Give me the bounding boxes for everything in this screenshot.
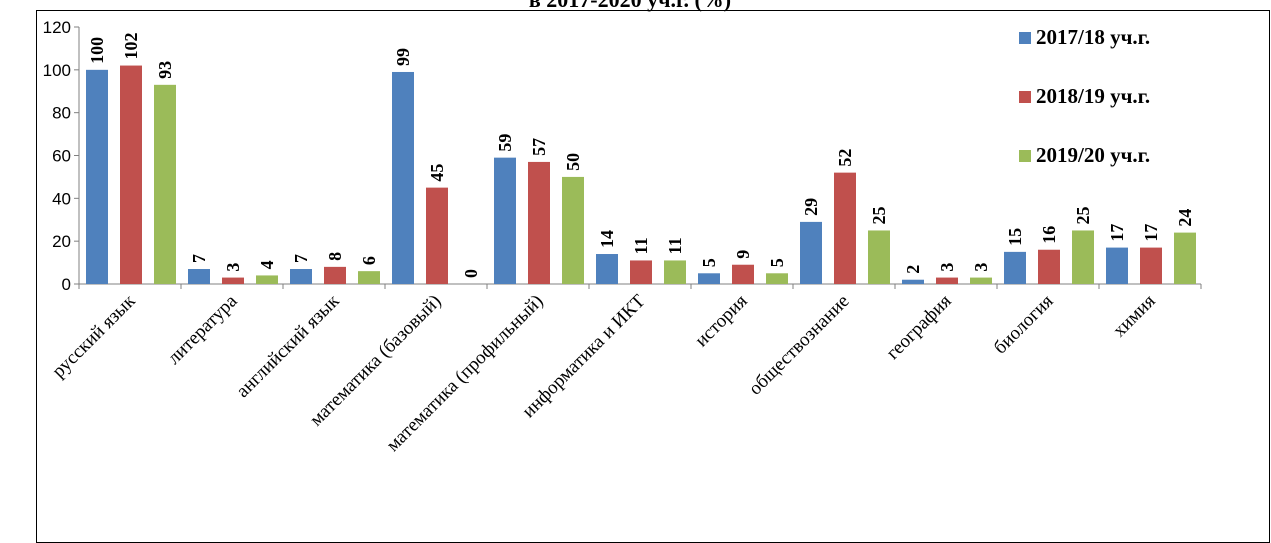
data-label: 3: [971, 263, 991, 272]
y-tick-label: 80: [52, 104, 71, 123]
bar: [766, 273, 788, 284]
bar: [426, 187, 448, 284]
chart-title: в 2017-2020 уч.г. (%): [529, 0, 731, 12]
data-label: 93: [155, 61, 175, 79]
bar: [1004, 251, 1026, 284]
data-label: 7: [291, 254, 311, 263]
data-label: 102: [121, 33, 141, 60]
legend-swatch: [1019, 32, 1031, 44]
data-label: 15: [1005, 228, 1025, 246]
legend-swatch: [1019, 91, 1031, 103]
data-label: 11: [631, 237, 651, 254]
bar: [154, 84, 176, 284]
y-tick-label: 0: [62, 275, 71, 294]
legend: 2017/18 уч.г. 2018/19 уч.г. 2019/20 уч.г.: [1019, 25, 1150, 167]
data-label: 52: [835, 149, 855, 167]
data-label: 9: [733, 250, 753, 259]
y-tick-label: 120: [43, 18, 71, 37]
y-tick-label: 60: [52, 147, 71, 166]
category-label: история: [691, 291, 752, 352]
data-label: 50: [563, 153, 583, 171]
data-label: 4: [257, 260, 277, 269]
data-label: 17: [1141, 224, 1161, 242]
bar: [936, 277, 958, 284]
data-label: 0: [461, 269, 481, 278]
bar: [1038, 249, 1060, 284]
bar: [902, 279, 924, 284]
bar: [596, 254, 618, 284]
bar: [630, 260, 652, 284]
data-label: 11: [665, 237, 685, 254]
data-label: 17: [1107, 224, 1127, 242]
bar: [120, 65, 142, 284]
legend-label: 2019/20 уч.г.: [1036, 143, 1150, 167]
bar: [392, 71, 414, 284]
data-label: 8: [325, 252, 345, 261]
bar: [528, 161, 550, 284]
data-label: 100: [87, 37, 107, 64]
bar: [1140, 247, 1162, 284]
bar: [664, 260, 686, 284]
bar: [562, 176, 584, 284]
data-label: 29: [801, 198, 821, 216]
bar: [222, 277, 244, 284]
data-label: 7: [189, 254, 209, 263]
data-label: 25: [1073, 206, 1093, 224]
bar: [188, 269, 210, 284]
bar: [698, 273, 720, 284]
bar: [494, 157, 516, 284]
data-label: 6: [359, 256, 379, 265]
legend-swatch: [1019, 150, 1031, 162]
data-label: 3: [223, 263, 243, 272]
bar: [800, 221, 822, 284]
category-label: литература: [164, 290, 242, 368]
data-label: 5: [699, 258, 719, 267]
category-label: биология: [990, 291, 1058, 359]
legend-label: 2018/19 уч.г.: [1036, 84, 1150, 108]
data-label: 45: [427, 164, 447, 182]
legend-label: 2017/18 уч.г.: [1036, 25, 1150, 49]
bar: [256, 275, 278, 284]
category-label: русский язык: [48, 290, 140, 382]
bar: [358, 271, 380, 284]
bar: [1072, 230, 1094, 284]
data-label: 24: [1175, 209, 1195, 227]
bar: [86, 69, 108, 284]
category-label: обществознание: [745, 291, 854, 400]
data-label: 25: [869, 206, 889, 224]
bar: [868, 230, 890, 284]
data-label: 99: [393, 48, 413, 66]
bar: [732, 264, 754, 284]
bar: [1106, 247, 1128, 284]
data-label: 3: [937, 263, 957, 272]
data-label: 57: [529, 138, 549, 156]
category-label: география: [882, 291, 955, 364]
y-tick-label: 20: [52, 232, 71, 251]
data-label: 5: [767, 258, 787, 267]
data-label: 2: [903, 265, 923, 274]
bar: [1174, 232, 1196, 284]
y-tick-label: 40: [52, 189, 71, 208]
y-tick-label: 100: [43, 61, 71, 80]
bar: [290, 269, 312, 284]
bar: [324, 266, 346, 284]
data-label: 59: [495, 134, 515, 152]
data-label: 16: [1039, 226, 1059, 244]
data-label: 14: [597, 230, 617, 248]
bar: [834, 172, 856, 284]
bar: [970, 277, 992, 284]
category-label: химия: [1109, 291, 1160, 342]
category-label: английский язык: [232, 290, 344, 402]
